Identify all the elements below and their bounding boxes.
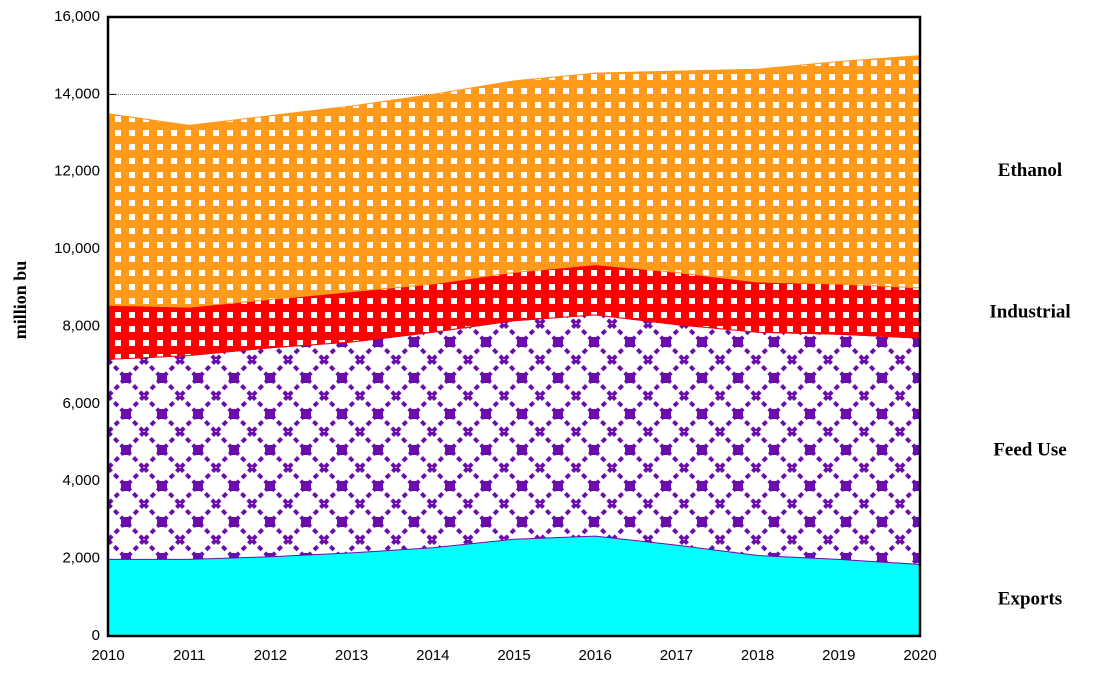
area (107, 55, 921, 308)
y-tick-label: 10,000 (54, 240, 100, 257)
y-axis-label: million bu (10, 261, 30, 340)
y-tick-label: 14,000 (54, 85, 100, 102)
area (107, 314, 921, 565)
legend-label: Feed Use (993, 440, 1066, 461)
y-tick-label: 4,000 (62, 472, 100, 489)
x-tick-label: 2019 (822, 647, 855, 664)
y-tick-label: 6,000 (62, 395, 100, 412)
legend-label: Exports (998, 589, 1062, 610)
x-tick-label: 2012 (254, 647, 287, 664)
x-tick-label: 2016 (579, 647, 612, 664)
legend-label: Industrial (989, 301, 1070, 322)
y-tick-label: 2,000 (62, 550, 100, 567)
y-tick-label: 12,000 (54, 163, 100, 180)
x-tick-label: 2014 (416, 647, 449, 664)
x-tick-label: 2018 (741, 647, 774, 664)
legend-label: Ethanol (998, 160, 1062, 181)
x-tick-label: 2020 (903, 647, 936, 664)
x-tick-label: 2017 (660, 647, 693, 664)
x-tick-label: 2011 (173, 647, 205, 664)
x-tick-label: 2013 (335, 647, 368, 664)
x-tick-label: 2010 (91, 647, 124, 664)
y-tick-label: 16,000 (54, 8, 100, 25)
plot-frame (106, 15, 922, 638)
y-tick-label: 0 (92, 627, 100, 644)
x-tick-label: 2015 (497, 647, 530, 664)
y-tick-label: 8,000 (62, 317, 100, 334)
